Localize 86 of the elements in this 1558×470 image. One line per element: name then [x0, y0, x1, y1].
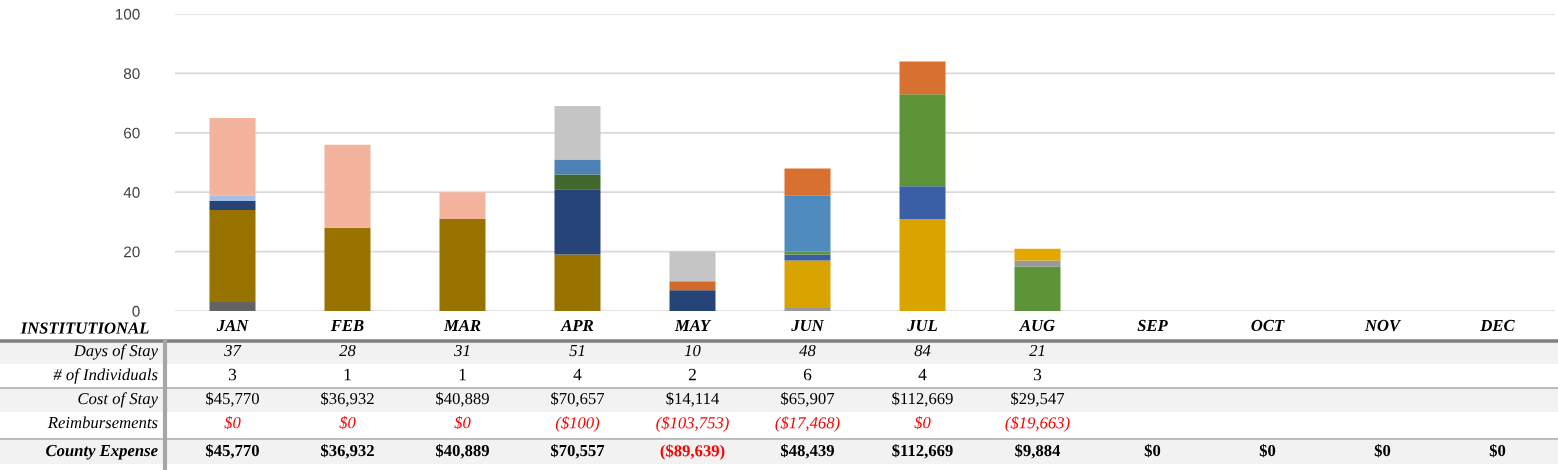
- bar: [784, 254, 831, 261]
- text: 37: [224, 344, 242, 357]
- text: 3: [1033, 368, 1042, 381]
- y-tick-label: 20: [124, 246, 140, 258]
- text: Days of Stay: [73, 344, 159, 360]
- text: $0: [1259, 443, 1276, 458]
- bar: [784, 260, 831, 309]
- x-tick-label: AUG: [1019, 319, 1055, 332]
- y-tick-label: 60: [124, 127, 140, 139]
- text: 4: [918, 368, 927, 381]
- text: ($19,663): [1005, 416, 1070, 432]
- x-tick-label: APR: [560, 319, 594, 331]
- text: 21: [1029, 344, 1045, 357]
- bar: [209, 195, 256, 202]
- text: 1: [344, 368, 351, 381]
- text: $70,657: [551, 391, 605, 407]
- bar: [554, 159, 601, 175]
- x-tick-label: MAR: [443, 319, 481, 331]
- text: 10: [684, 344, 701, 357]
- bar: [784, 168, 831, 196]
- text: $70,557: [551, 443, 605, 459]
- text: $36,932: [321, 391, 374, 407]
- text: ($100): [555, 416, 600, 432]
- bar: [439, 192, 486, 219]
- text: 2: [688, 368, 696, 381]
- text: ($89,639): [660, 444, 725, 460]
- text: 6: [803, 368, 812, 381]
- text: $0: [1489, 443, 1506, 458]
- text: 3: [228, 368, 237, 381]
- text: County Expense: [46, 444, 158, 460]
- bar: [324, 144, 371, 228]
- text: 1: [459, 368, 466, 381]
- text: $40,889: [436, 391, 489, 407]
- text: $36,932: [321, 443, 374, 459]
- text: ($17,468): [775, 416, 840, 432]
- bar: [324, 227, 371, 311]
- bar: [784, 308, 831, 311]
- text: $29,547: [1011, 391, 1065, 407]
- text: $0: [1374, 443, 1391, 458]
- text: 48: [799, 344, 816, 357]
- text: $0: [1144, 443, 1161, 458]
- bar: [209, 201, 256, 211]
- bar: [554, 174, 601, 190]
- bar: [209, 302, 256, 311]
- text: 4: [573, 368, 582, 381]
- text: $45,770: [206, 391, 259, 407]
- text: $112,669: [892, 443, 953, 459]
- text: 84: [914, 344, 931, 357]
- text: 31: [454, 344, 470, 357]
- x-tick-label: OCT: [1251, 319, 1285, 332]
- bar: [899, 218, 946, 311]
- text: 28: [339, 344, 356, 357]
- bar: [439, 218, 486, 311]
- text: $65,907: [781, 391, 835, 407]
- y-tick-label: 80: [123, 68, 140, 80]
- x-tick-label: MAY: [674, 319, 712, 331]
- text: $0: [339, 415, 356, 430]
- y-tick-label: 0: [132, 305, 140, 317]
- text: $45,770: [206, 443, 259, 459]
- x-tick-label: JUL: [907, 319, 938, 332]
- bar: [784, 195, 831, 252]
- text: $0: [454, 415, 471, 430]
- text: 51: [569, 345, 585, 357]
- text: Reimbursements: [47, 416, 158, 429]
- text: Cost of Stay: [78, 392, 159, 408]
- x-tick-label: JUN: [791, 319, 825, 332]
- x-axis-title: INSTITUTIONAL: [20, 322, 149, 334]
- text: $48,439: [781, 443, 834, 459]
- x-tick-label: FEB: [330, 319, 364, 331]
- text: $9,884: [1015, 443, 1061, 459]
- bar: [554, 254, 601, 311]
- bar: [669, 281, 716, 291]
- y-tick-label: 100: [115, 8, 140, 20]
- x-tick-label: SEP: [1137, 319, 1168, 332]
- x-tick-label: JAN: [216, 319, 249, 332]
- text: # of Individuals: [53, 368, 158, 384]
- text: $0: [224, 415, 241, 430]
- bar: [1014, 248, 1061, 261]
- text: $14,114: [666, 391, 720, 407]
- text: $112,669: [892, 391, 953, 407]
- text: $40,889: [436, 443, 489, 459]
- y-tick-label: 40: [123, 187, 140, 198]
- text: ($103,753): [656, 416, 729, 432]
- text: $0: [914, 415, 931, 430]
- x-tick-label: NOV: [1364, 319, 1402, 332]
- x-tick-label: DEC: [1480, 319, 1515, 332]
